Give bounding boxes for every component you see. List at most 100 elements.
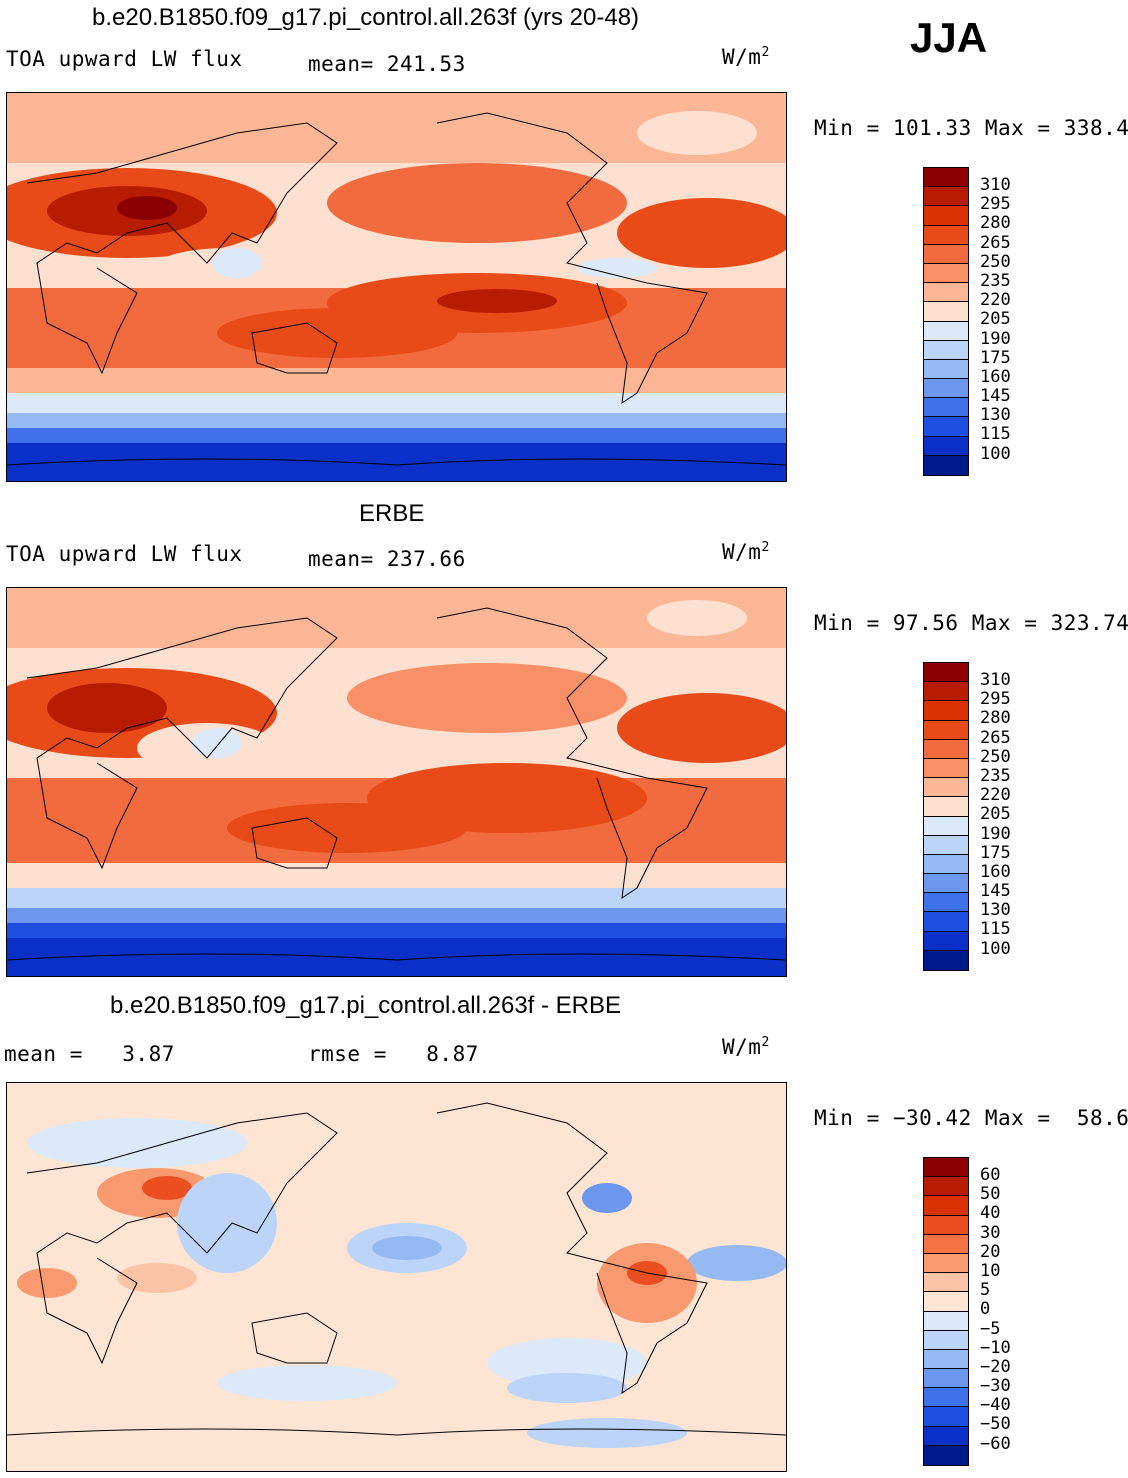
colorbar-swatch xyxy=(924,950,968,970)
colorbar-swatch xyxy=(924,1234,968,1254)
colorbar-swatch xyxy=(924,379,968,399)
colorbar-tick-label: 130 xyxy=(980,900,1011,921)
colorbar-swatch xyxy=(924,1292,968,1312)
colorbar-tick-label: −30 xyxy=(980,1376,1011,1397)
panel1-map xyxy=(6,92,787,482)
colorbar-tick-label: 5 xyxy=(980,1280,991,1301)
colorbar-swatch xyxy=(924,225,968,245)
colorbar-swatch xyxy=(924,1388,968,1408)
colorbar-tick-label: 280 xyxy=(980,213,1011,234)
panel2-map-svg xyxy=(7,588,786,976)
panel1-minmax: Min = 101.33 Max = 338.40 xyxy=(814,116,1128,140)
colorbar-swatch xyxy=(924,1215,968,1235)
colorbar-tick-label: 190 xyxy=(980,823,1011,844)
colorbar-swatch xyxy=(924,931,968,951)
colorbar-tick-label: 175 xyxy=(980,347,1011,368)
colorbar-tick-label: −50 xyxy=(980,1414,1011,1435)
colorbar-tick-label: 250 xyxy=(980,746,1011,767)
panel2-title: ERBE xyxy=(359,500,425,527)
colorbar-tick-label: 220 xyxy=(980,785,1011,806)
panel2-colorbar xyxy=(923,662,969,971)
colorbar-swatch xyxy=(924,874,968,894)
colorbar-swatch xyxy=(924,1196,968,1216)
panel1-colorbar xyxy=(923,167,969,476)
colorbar-swatch xyxy=(924,206,968,226)
colorbar-tick-label: 20 xyxy=(980,1241,1001,1262)
colorbar-tick-label: 160 xyxy=(980,366,1011,387)
colorbar-swatch xyxy=(924,816,968,836)
colorbar-swatch xyxy=(924,1273,968,1293)
panel3-map-svg xyxy=(7,1083,786,1471)
colorbar-tick-label: 205 xyxy=(980,309,1011,330)
colorbar-swatch xyxy=(924,359,968,380)
panel1-units: W/m2 xyxy=(722,45,770,69)
colorbar-swatch xyxy=(924,321,968,341)
colorbar-tick-label: 235 xyxy=(980,270,1011,291)
colorbar-swatch xyxy=(924,1445,968,1465)
colorbar-swatch xyxy=(924,436,968,456)
colorbar-tick-label: 310 xyxy=(980,175,1011,195)
colorbar-tick-label: 115 xyxy=(980,424,1011,445)
colorbar-swatch xyxy=(924,1177,968,1197)
colorbar-tick-label: −40 xyxy=(980,1395,1011,1416)
season-label: JJA xyxy=(910,14,988,61)
colorbar-tick-label: 115 xyxy=(980,919,1011,940)
panel2-variable: TOA upward LW flux xyxy=(6,542,243,566)
colorbar-swatch xyxy=(924,701,968,721)
panel1-mean: mean= 241.53 xyxy=(308,52,466,76)
colorbar-swatch xyxy=(924,797,968,817)
colorbar-swatch xyxy=(924,663,968,683)
colorbar-swatch xyxy=(924,340,968,360)
colorbar-swatch xyxy=(924,1407,968,1427)
colorbar-tick-label: 205 xyxy=(980,804,1011,825)
colorbar-tick-label: 310 xyxy=(980,670,1011,690)
colorbar-swatch xyxy=(924,682,968,702)
panel3-title: b.e20.B1850.f09_g17.pi_control.all.263f … xyxy=(110,992,622,1019)
panel1-map-svg xyxy=(7,93,786,481)
colorbar-tick-label: −20 xyxy=(980,1356,1011,1377)
colorbar-swatch xyxy=(924,302,968,322)
colorbar-swatch xyxy=(924,912,968,932)
colorbar-swatch xyxy=(924,187,968,207)
panel3-minmax: Min = −30.42 Max = 58.63 xyxy=(814,1106,1128,1130)
colorbar-swatch xyxy=(924,455,968,475)
panel1-colorbar-labels: 310 295 280 265 250 235 220 205 190 175 160 145 130 1… xyxy=(980,175,1011,464)
colorbar-swatch xyxy=(924,1311,968,1331)
colorbar-tick-label: 280 xyxy=(980,708,1011,729)
colorbar-tick-label: 295 xyxy=(980,689,1011,710)
colorbar-tick-label: 235 xyxy=(980,765,1011,786)
colorbar-tick-label: 265 xyxy=(980,232,1011,253)
colorbar-tick-label: 100 xyxy=(980,938,1011,959)
colorbar-swatch xyxy=(924,1158,968,1178)
colorbar-swatch xyxy=(924,1369,968,1389)
panel3-units: W/m2 xyxy=(722,1035,770,1059)
colorbar-tick-label: −60 xyxy=(980,1433,1011,1454)
panel2-mean: mean= 237.66 xyxy=(308,547,466,571)
colorbar-swatch xyxy=(924,263,968,284)
colorbar-swatch xyxy=(924,1349,968,1370)
colorbar-tick-label: 250 xyxy=(980,251,1011,272)
colorbar-swatch xyxy=(924,778,968,798)
panel2-minmax: Min = 97.56 Max = 323.74 xyxy=(814,611,1128,635)
colorbar-swatch xyxy=(924,739,968,759)
colorbar-swatch xyxy=(924,720,968,740)
colorbar-tick-label: 30 xyxy=(980,1222,1001,1243)
panel2-colorbar-labels: 310 295 280 265 250 235 220 205 190 175 160 145 130 1… xyxy=(980,670,1011,959)
panel3-colorbar xyxy=(923,1157,969,1466)
colorbar-swatch xyxy=(924,893,968,913)
colorbar-swatch xyxy=(924,854,968,875)
colorbar-swatch xyxy=(924,417,968,437)
colorbar-tick-label: 265 xyxy=(980,727,1011,748)
panel3-rmse: rmse = 8.87 xyxy=(308,1042,479,1066)
colorbar-tick-label: 175 xyxy=(980,842,1011,863)
colorbar-tick-label: 40 xyxy=(980,1203,1001,1224)
colorbar-tick-label: 50 xyxy=(980,1184,1001,1205)
colorbar-swatch xyxy=(924,1253,968,1274)
panel2-units: W/m2 xyxy=(722,540,770,564)
panel1-variable: TOA upward LW flux xyxy=(6,47,243,71)
colorbar-tick-label: 145 xyxy=(980,881,1011,902)
colorbar-swatch xyxy=(924,1330,968,1350)
colorbar-swatch xyxy=(924,758,968,779)
colorbar-tick-label: 100 xyxy=(980,443,1011,464)
colorbar-tick-label: 220 xyxy=(980,290,1011,311)
